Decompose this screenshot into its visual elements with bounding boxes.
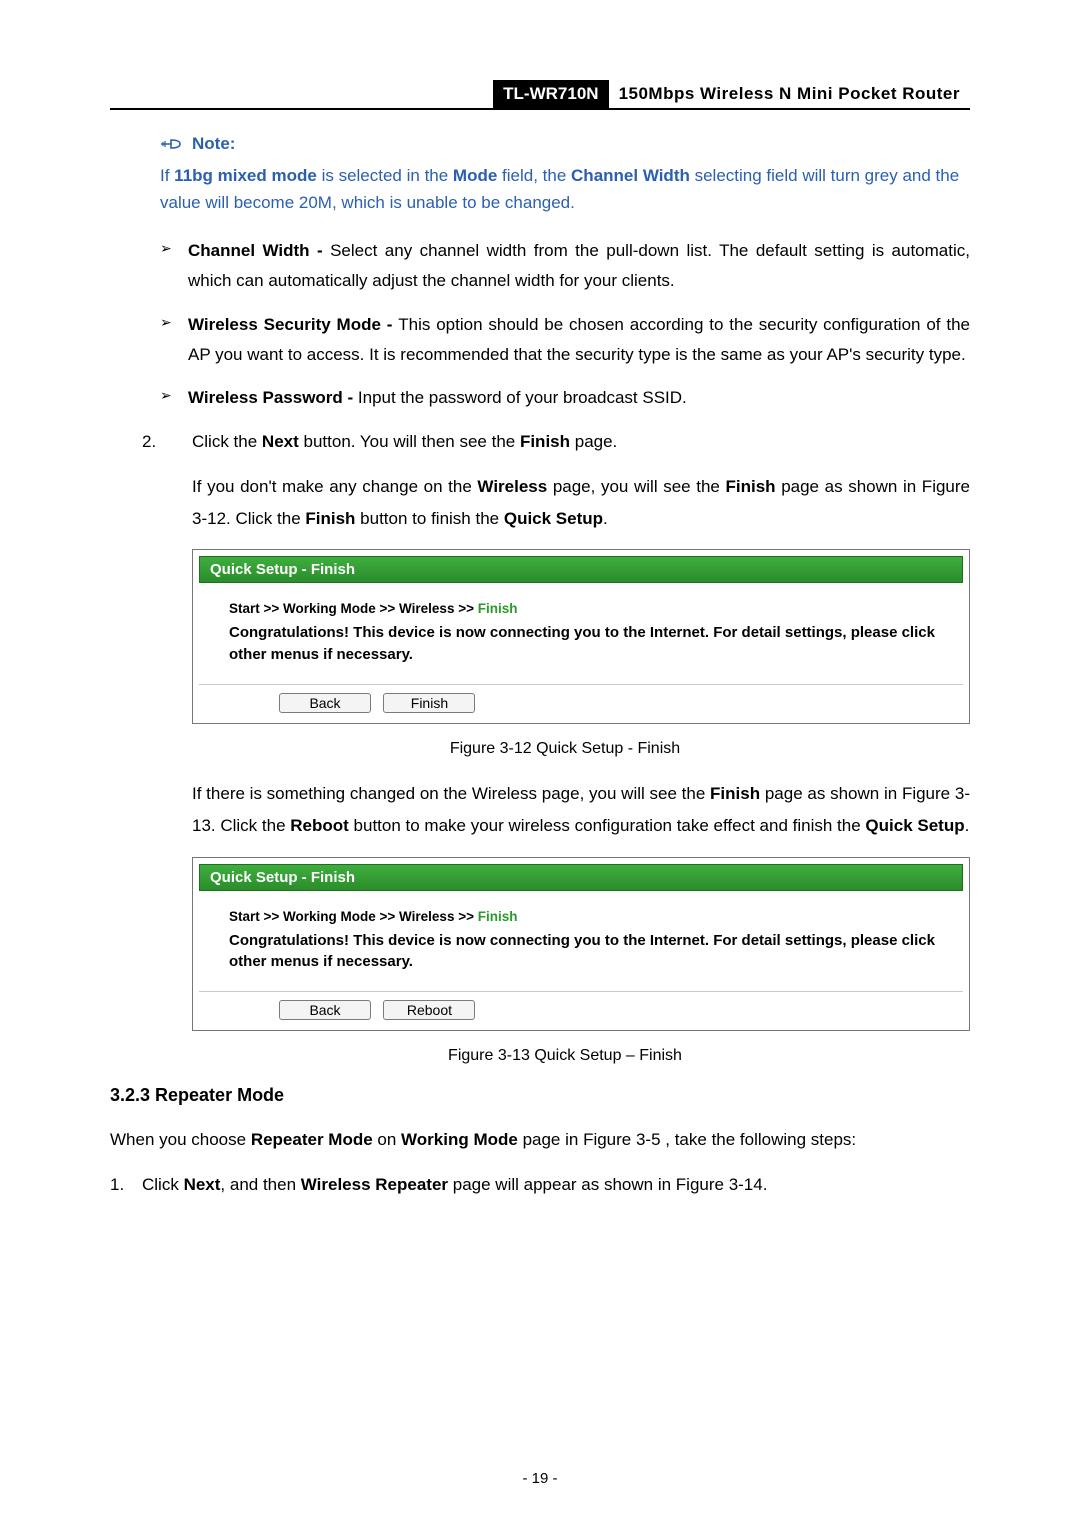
breadcrumb-current: Finish	[478, 601, 518, 616]
para-bold: Repeater Mode	[251, 1130, 373, 1149]
page-header: TL-WR710N 150Mbps Wireless N Mini Pocket…	[110, 80, 970, 110]
step-number: 1.	[110, 1170, 124, 1200]
note-label: Note:	[192, 134, 235, 154]
section-heading: 3.2.3 Repeater Mode	[110, 1085, 970, 1106]
para-text: on	[373, 1130, 401, 1149]
back-button[interactable]: Back	[279, 1000, 371, 1020]
bullet-term: Wireless Password -	[188, 388, 358, 407]
note-body: If 11bg mixed mode is selected in the Mo…	[160, 162, 970, 216]
bullet-item: Channel Width - Select any channel width…	[188, 236, 970, 296]
page-number: - 19 -	[0, 1470, 1080, 1487]
congrats-text: Congratulations! This device is now conn…	[229, 930, 945, 974]
reboot-button[interactable]: Reboot	[383, 1000, 475, 1020]
para-text: .	[603, 509, 608, 528]
bullet-item: Wireless Password - Input the password o…	[188, 383, 970, 413]
para-text: button to finish the	[355, 509, 503, 528]
router-panel-title: Quick Setup - Finish	[199, 556, 963, 583]
bullet-item: Wireless Security Mode - This option sho…	[188, 310, 970, 370]
bullet-term: Channel Width -	[188, 241, 330, 260]
para-bold: Quick Setup	[865, 816, 964, 835]
router-button-row: Back Reboot	[199, 991, 963, 1020]
para-text: If you don't make any change on the	[192, 477, 477, 496]
step-number: 2.	[142, 427, 156, 457]
router-panel-title: Quick Setup - Finish	[199, 864, 963, 891]
pointing-hand-icon	[160, 136, 182, 152]
step-bold: Finish	[520, 432, 570, 451]
back-button[interactable]: Back	[279, 693, 371, 713]
figure-caption-1: Figure 3-12 Quick Setup - Finish	[160, 740, 970, 758]
router-panel-body: Start >> Working Mode >> Wireless >> Fin…	[199, 891, 963, 974]
para-text: .	[965, 816, 970, 835]
step-text: button. You will then see the	[299, 432, 520, 451]
step-item: 2. Click the Next button. You will then …	[160, 427, 970, 457]
bullet-list: Channel Width - Select any channel width…	[160, 236, 970, 413]
step-bold: Wireless Repeater	[301, 1175, 448, 1194]
router-panel-body: Start >> Working Mode >> Wireless >> Fin…	[199, 583, 963, 666]
step-text: , and then	[220, 1175, 300, 1194]
ordered-step: 1. Click Next, and then Wireless Repeate…	[110, 1170, 970, 1200]
paragraph: When you choose Repeater Mode on Working…	[110, 1124, 970, 1156]
step-text: Click	[142, 1175, 184, 1194]
step-text: page will appear as shown in Figure 3-14…	[448, 1175, 767, 1194]
para-text: button to make your wireless configurati…	[349, 816, 866, 835]
para-text: If there is something changed on the Wir…	[192, 784, 710, 803]
breadcrumb-current: Finish	[478, 909, 518, 924]
breadcrumb-prefix: Start >> Working Mode >> Wireless >>	[229, 909, 478, 924]
congrats-text: Congratulations! This device is now conn…	[229, 622, 945, 666]
para-bold: Quick Setup	[504, 509, 603, 528]
bullet-term: Wireless Security Mode -	[188, 315, 398, 334]
note-text: field, the	[497, 166, 571, 185]
header-model: TL-WR710N	[493, 80, 608, 108]
step-bold: Next	[184, 1175, 221, 1194]
note-bold: Channel Width	[571, 166, 690, 185]
breadcrumb-prefix: Start >> Working Mode >> Wireless >>	[229, 601, 478, 616]
figure-caption-2: Figure 3-13 Quick Setup – Finish	[160, 1047, 970, 1065]
para-bold: Finish	[305, 509, 355, 528]
para-text: When you choose	[110, 1130, 251, 1149]
note-text: is selected in the	[317, 166, 453, 185]
note-bold: 11bg mixed mode	[174, 166, 317, 185]
para-text: page, you will see the	[547, 477, 725, 496]
step-text: page.	[570, 432, 617, 451]
para-bold: Working Mode	[401, 1130, 518, 1149]
breadcrumb: Start >> Working Mode >> Wireless >> Fin…	[229, 601, 945, 616]
note-text: If	[160, 166, 174, 185]
router-ui-figure-1: Quick Setup - Finish Start >> Working Mo…	[192, 549, 970, 724]
note-bold: Mode	[453, 166, 497, 185]
finish-button[interactable]: Finish	[383, 693, 475, 713]
breadcrumb: Start >> Working Mode >> Wireless >> Fin…	[229, 909, 945, 924]
para-text: page in Figure 3-5 , take the following …	[518, 1130, 856, 1149]
step-item: 1. Click Next, and then Wireless Repeate…	[110, 1170, 970, 1200]
step-text: Click the	[192, 432, 262, 451]
step-bold: Next	[262, 432, 299, 451]
paragraph: If there is something changed on the Wir…	[160, 778, 970, 843]
router-button-row: Back Finish	[199, 684, 963, 713]
para-bold: Reboot	[290, 816, 349, 835]
para-bold: Wireless	[477, 477, 547, 496]
para-bold: Finish	[710, 784, 760, 803]
page-content: Note: If 11bg mixed mode is selected in …	[110, 134, 970, 1200]
ordered-step: 2. Click the Next button. You will then …	[160, 427, 970, 457]
bullet-text: Input the password of your broadcast SSI…	[358, 388, 687, 407]
paragraph: If you don't make any change on the Wire…	[160, 471, 970, 536]
para-bold: Finish	[726, 477, 776, 496]
router-ui-figure-2: Quick Setup - Finish Start >> Working Mo…	[192, 857, 970, 1032]
header-description: 150Mbps Wireless N Mini Pocket Router	[609, 80, 970, 108]
note-heading: Note:	[160, 134, 970, 154]
